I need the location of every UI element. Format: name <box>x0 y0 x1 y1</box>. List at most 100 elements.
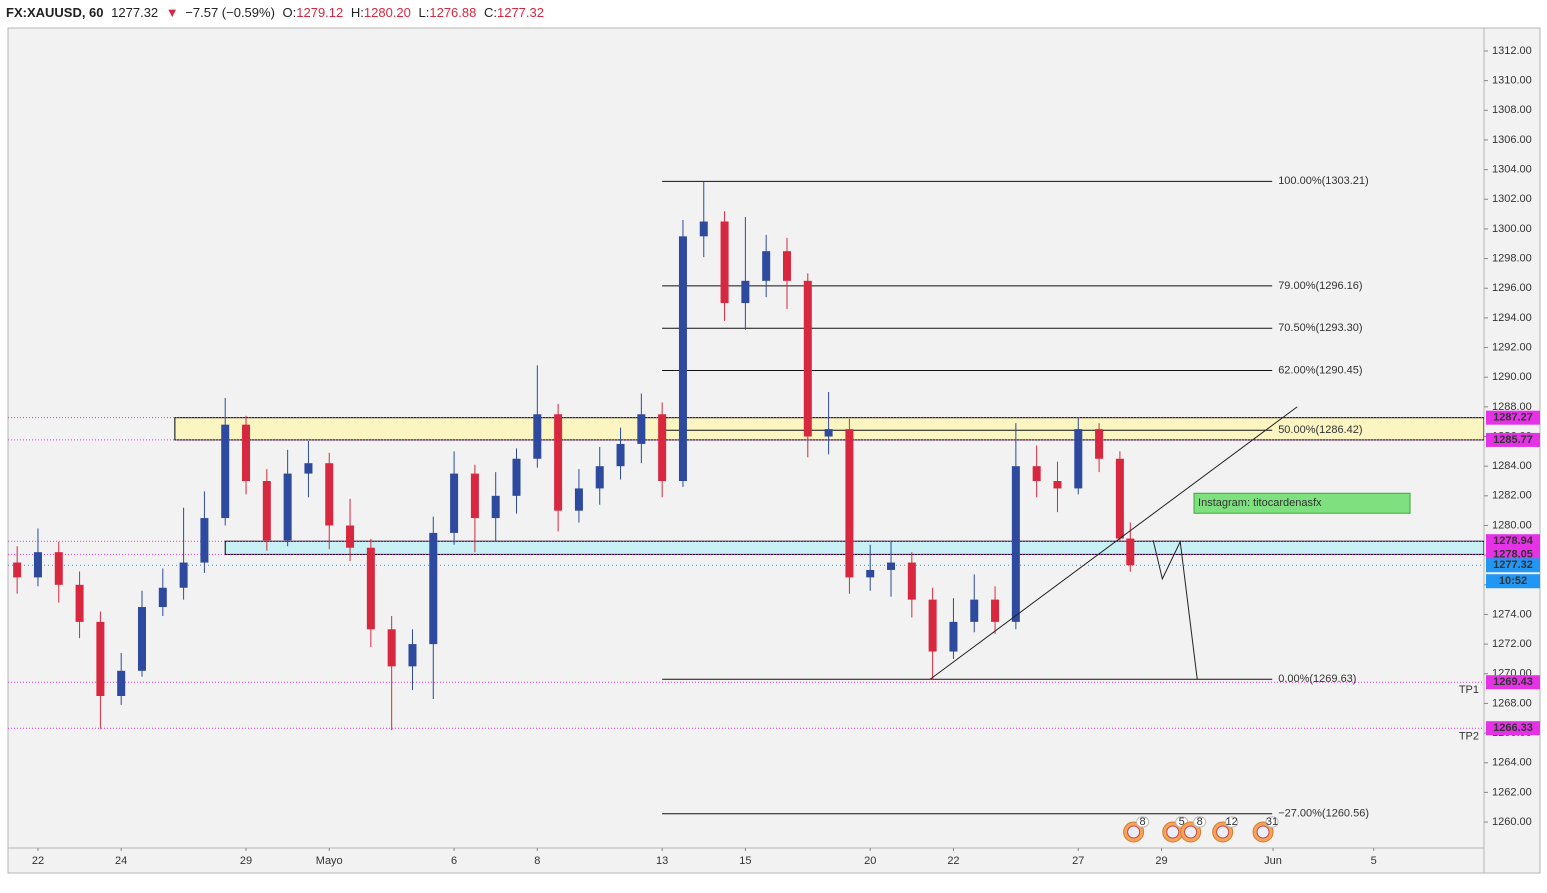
price-axis <box>1483 27 1541 874</box>
candle-body <box>1011 466 1020 622</box>
level-label: 1278.94 <box>1493 535 1534 547</box>
x-tick-label: 8 <box>534 855 540 867</box>
target-label: TP2 <box>1459 731 1479 743</box>
annotation-box <box>1193 492 1411 514</box>
last-price-tag <box>1486 558 1540 573</box>
fib-label: 0.00%(1269.63) <box>1278 673 1356 685</box>
annotation: Instagram: titocardenasfx <box>1198 497 1322 509</box>
zone <box>174 417 1484 441</box>
y-tick-label: 1298.00 <box>1492 252 1532 264</box>
candle-body <box>158 587 167 608</box>
candle-body <box>470 473 479 519</box>
candle-body <box>429 532 438 645</box>
y-tick-label: 1264.00 <box>1492 757 1532 769</box>
ohlc-value: 1280.20 <box>364 5 411 20</box>
candle-body <box>658 414 667 482</box>
change: −7.57 (−0.59%) <box>185 5 275 20</box>
candle-body <box>137 607 146 671</box>
event-badge <box>1265 816 1279 828</box>
candle-body <box>887 562 896 570</box>
event-flag <box>1216 825 1230 839</box>
event-count: 8 <box>1197 816 1203 828</box>
countdown: 10:52 <box>1499 575 1527 587</box>
candle-body <box>117 670 126 697</box>
y-tick-label: 1284.00 <box>1492 460 1532 472</box>
ohlc-key: L: <box>419 5 430 20</box>
candle-body <box>991 599 1000 622</box>
y-tick-label: 1292.00 <box>1492 341 1532 353</box>
y-tick-label: 1274.00 <box>1492 608 1532 620</box>
ohlc-key: O: <box>283 5 297 20</box>
candle-body <box>1115 458 1124 539</box>
candle-body <box>949 621 958 652</box>
x-tick-label: 20 <box>864 855 876 867</box>
fib-label: 50.00%(1286.42) <box>1278 424 1362 436</box>
ohlc-key: C: <box>484 5 497 20</box>
candle-body <box>1074 429 1083 489</box>
level-tag <box>1486 721 1540 736</box>
candle-body <box>907 562 916 600</box>
event-flag <box>1256 825 1270 839</box>
y-tick-label: 1308.00 <box>1492 104 1532 116</box>
fib-label: 62.00%(1290.45) <box>1278 364 1362 376</box>
x-tick-label: 29 <box>1155 855 1167 867</box>
y-tick-label: 1290.00 <box>1492 371 1532 383</box>
last-price-label: 1277.32 <box>1493 559 1533 571</box>
projection <box>1152 540 1198 680</box>
event-flag <box>1127 825 1141 839</box>
x-tick-label: Mayo <box>316 855 343 867</box>
y-tick-label: 1262.00 <box>1492 786 1532 798</box>
ohlc-value: 1279.12 <box>296 5 343 20</box>
candle-body <box>13 562 22 578</box>
candle-body <box>221 424 230 519</box>
candle-body <box>262 481 271 541</box>
level-tag <box>1486 410 1540 425</box>
y-tick-label: 1282.00 <box>1492 490 1532 502</box>
x-tick-label: 5 <box>1371 855 1377 867</box>
level-label: 1278.05 <box>1493 548 1533 560</box>
y-tick-label: 1312.00 <box>1492 45 1532 57</box>
candle-body <box>96 621 105 697</box>
zone <box>224 540 1484 555</box>
candle-body <box>54 552 63 585</box>
candle-body <box>741 280 750 304</box>
ohlc-value: 1276.88 <box>429 5 476 20</box>
candle-body <box>845 429 854 578</box>
time-axis <box>7 847 1485 874</box>
y-tick-label: 1268.00 <box>1492 697 1532 709</box>
candle-body <box>75 584 84 622</box>
header: FX:XAUUSD, 60 1277.32 ▼ −7.57 (−0.59%) O… <box>6 5 544 20</box>
level-tag <box>1486 675 1540 690</box>
candle-body <box>346 525 355 548</box>
x-tick-label: 13 <box>656 855 668 867</box>
level-label: 1269.43 <box>1493 676 1533 688</box>
ohlc-value: 1277.32 <box>497 5 544 20</box>
candle-body <box>803 280 812 437</box>
x-tick-label: 27 <box>1072 855 1084 867</box>
candle-body <box>970 599 979 622</box>
plot: 100.00%(1303.21) 79.00%(1296.16) 70.50%(12… <box>8 175 1484 843</box>
candle-body <box>491 495 500 519</box>
candle-body <box>33 552 42 578</box>
event-flag <box>1184 825 1198 839</box>
candle-body <box>699 221 708 237</box>
candle-body <box>533 414 542 459</box>
event-flag <box>1166 825 1180 839</box>
event-badge <box>1225 816 1239 828</box>
y-tick-label: 1288.00 <box>1492 401 1532 413</box>
target-label: TP1 <box>1459 684 1479 696</box>
y-tick-label: 1300.00 <box>1492 223 1532 235</box>
event-badge <box>1136 816 1150 828</box>
candle-body <box>242 424 251 482</box>
arrow: ▼ <box>166 5 179 20</box>
level-label: 1287.27 <box>1493 412 1533 424</box>
y-tick-label: 1302.00 <box>1492 193 1532 205</box>
candle-body <box>450 473 459 533</box>
level-label: 1266.33 <box>1493 722 1533 734</box>
level-tag <box>1486 534 1540 549</box>
countdown-tag <box>1486 574 1540 589</box>
candle-body <box>325 463 334 526</box>
x-tick-label: 29 <box>240 855 252 867</box>
